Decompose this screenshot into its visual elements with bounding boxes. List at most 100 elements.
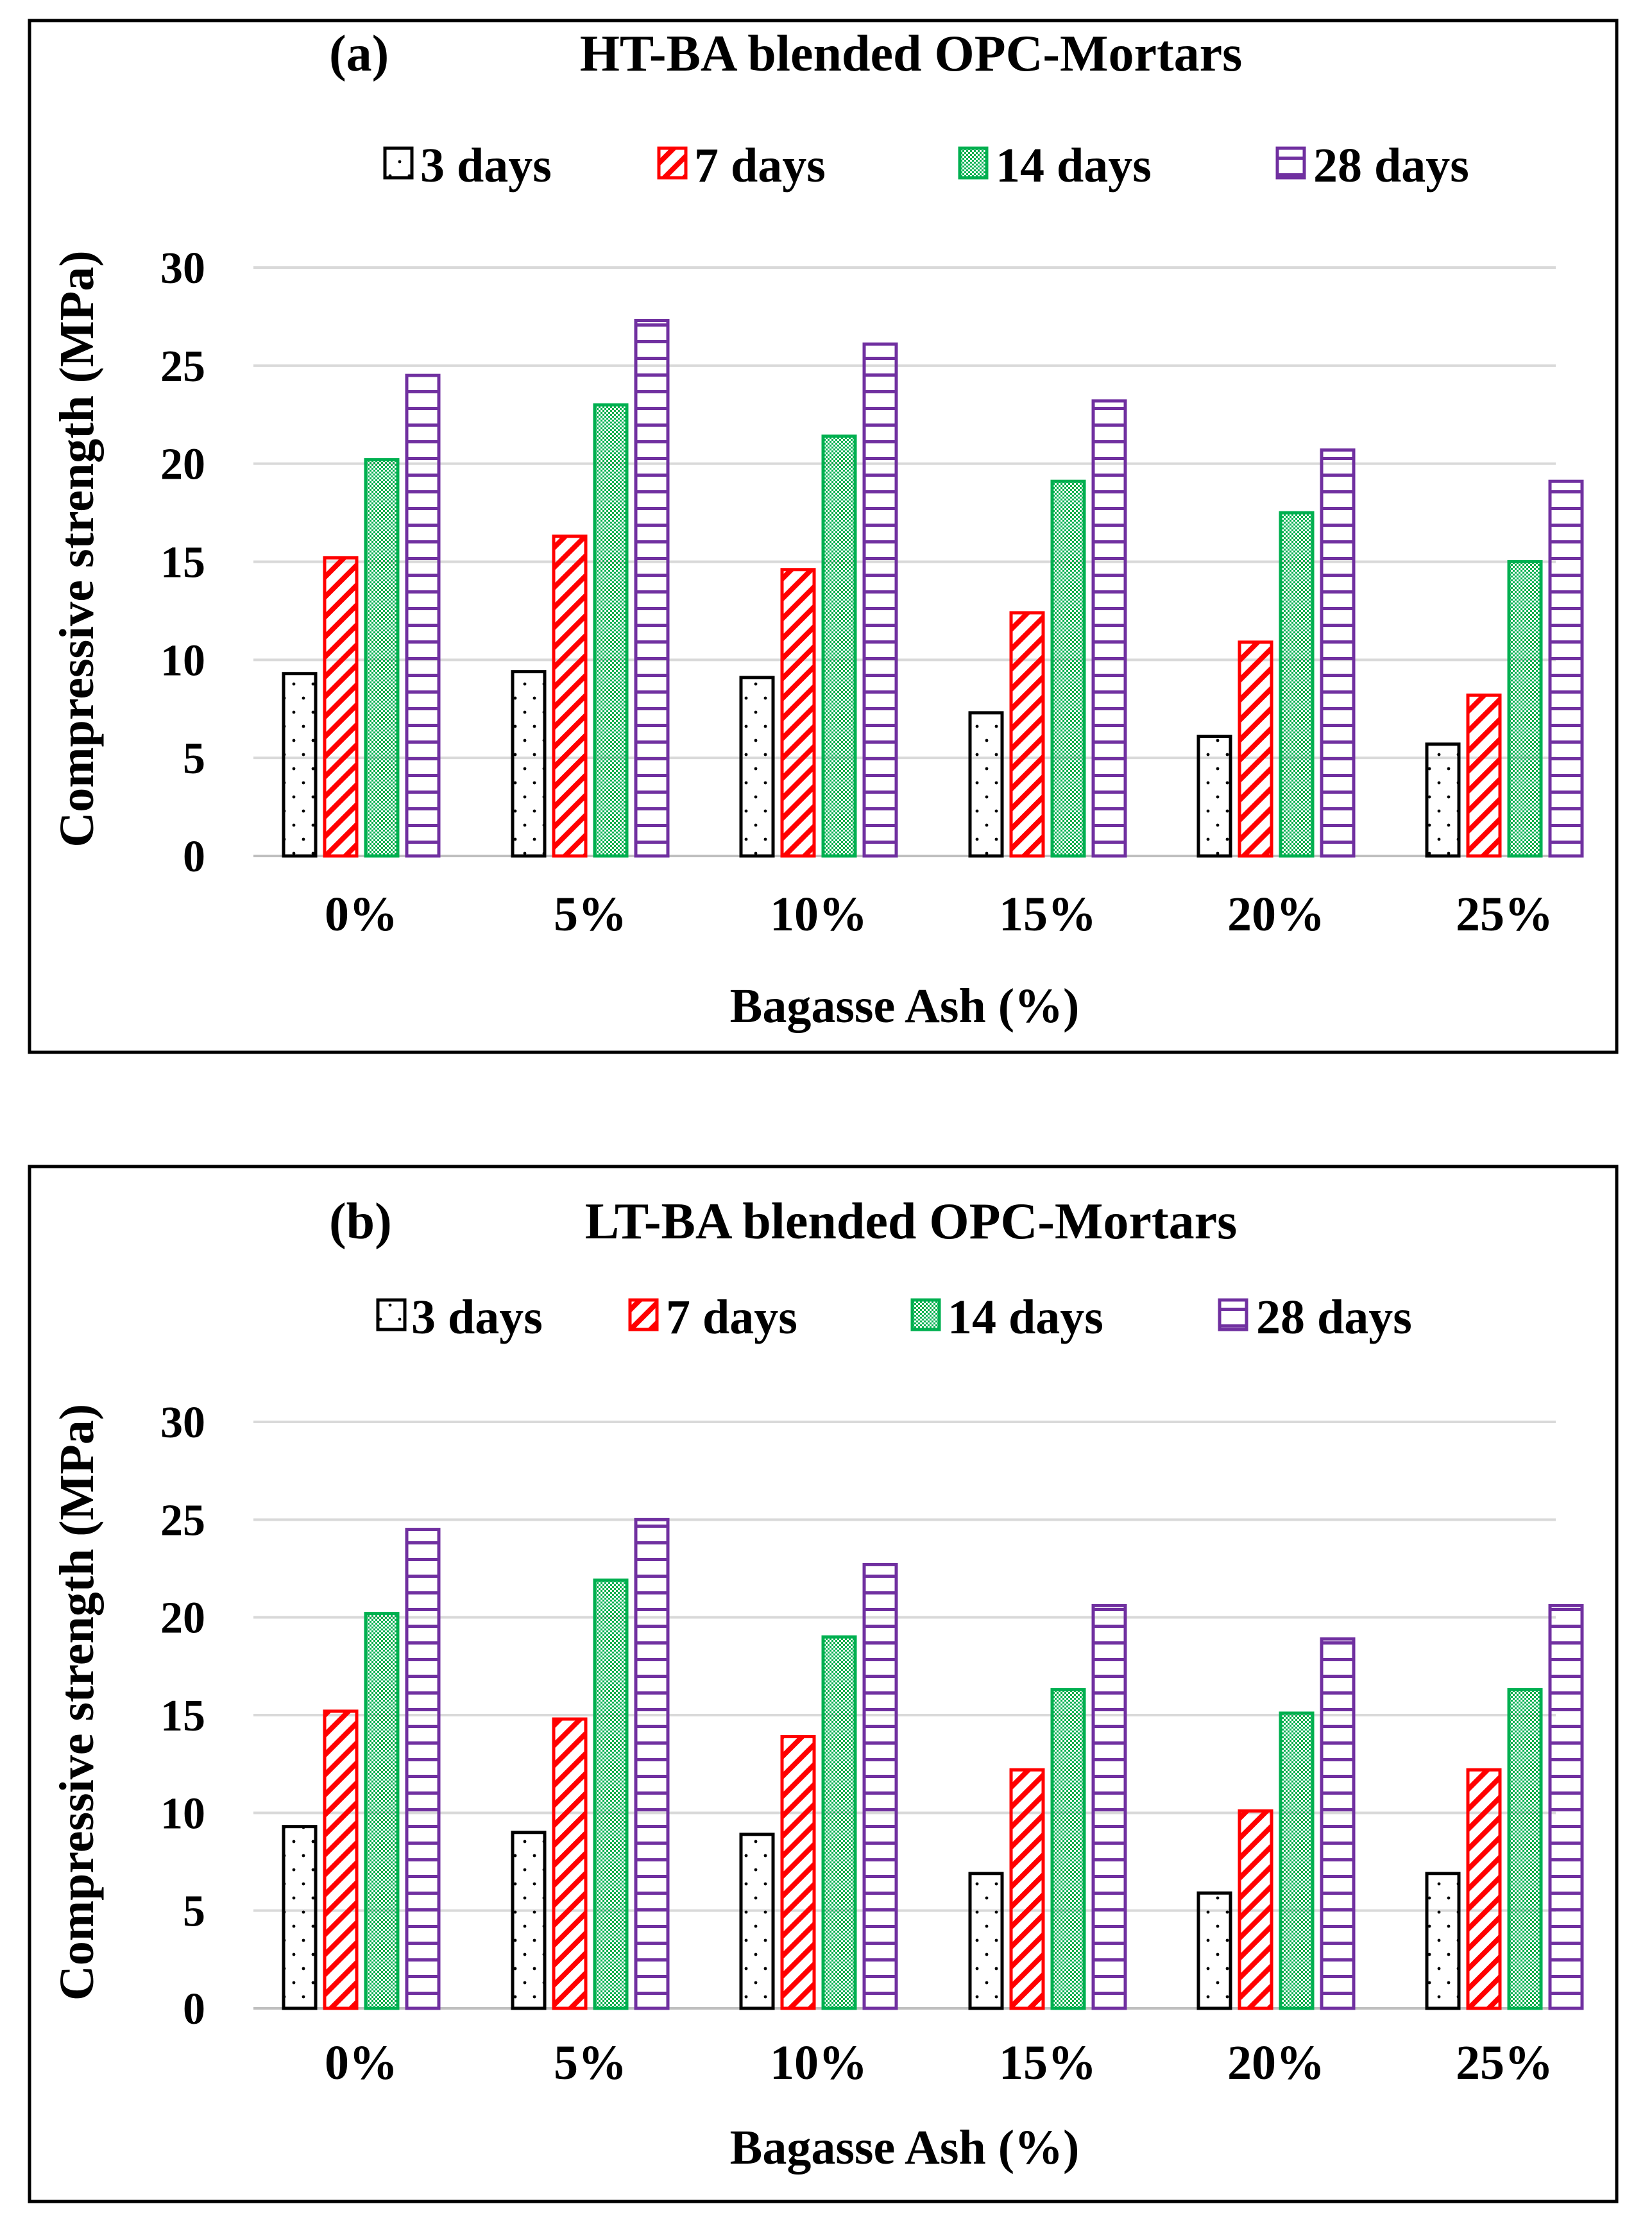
bar-25-7-days [1466, 693, 1502, 858]
bar-0-3-days [282, 672, 318, 858]
bar-10-14-days [821, 1635, 857, 2010]
bar-10-3-days [739, 1833, 775, 2010]
bar-10-14-days [821, 434, 857, 858]
y-tick-label: 5 [183, 734, 205, 783]
y-tick-label: 15 [160, 538, 205, 588]
panel-frame [28, 1165, 1619, 2203]
chart-title: HT-BA blended OPC-Mortars [580, 26, 1243, 82]
legend-swatch-14-days [958, 146, 989, 180]
y-axis-title: Compressive strength (MPa) [50, 1404, 104, 2001]
x-tick-label: 15% [999, 887, 1096, 941]
bar-10-28-days [862, 342, 898, 858]
legend-label-14-days: 14 days [948, 1290, 1103, 1344]
y-tick-label: 10 [160, 636, 205, 685]
legend-label-3-days: 3 days [411, 1290, 543, 1344]
bar-20-7-days [1238, 1809, 1273, 2010]
bar-25-28-days [1548, 1603, 1584, 2010]
bar-0-14-days [364, 1612, 400, 2010]
bar-20-28-days [1320, 448, 1356, 858]
legend-swatch-3-days [376, 1298, 407, 1331]
bar-0-28-days [405, 373, 441, 858]
y-tick-label: 0 [183, 832, 205, 882]
x-tick-label: 10% [770, 887, 867, 941]
y-tick-label: 15 [160, 1691, 205, 1741]
panel-label: (b) [329, 1193, 392, 1250]
bar-20-3-days [1196, 735, 1232, 858]
y-tick-label: 25 [160, 342, 205, 391]
chart-panel-b: (b) LT-BA blended OPC-Mortars 3 days 7 days… [28, 1165, 1619, 2203]
bar-5-28-days [634, 1517, 670, 2010]
y-tick-label: 5 [183, 1887, 205, 1936]
bar-15-28-days [1091, 399, 1127, 858]
bar-25-14-days [1507, 560, 1543, 858]
bar-15-3-days [968, 711, 1004, 858]
x-tick-label: 25% [1456, 887, 1553, 941]
bar-25-14-days [1507, 1688, 1543, 2010]
bar-5-7-days [552, 1717, 588, 2010]
legend-label-14-days: 14 days [996, 139, 1152, 192]
legend-swatch-14-days [910, 1298, 941, 1331]
x-tick-label: 5% [554, 887, 627, 941]
x-tick-label: 0% [325, 2036, 398, 2090]
bar-10-28-days [862, 1562, 898, 2010]
legend-label-7-days: 7 days [666, 1290, 797, 1344]
legend-swatch-28-days [1218, 1298, 1248, 1331]
x-axis-title: Bagasse Ash (%) [730, 979, 1080, 1033]
bar-15-3-days [968, 1872, 1004, 2010]
bar-5-3-days [511, 670, 547, 858]
y-tick-label: 0 [183, 1985, 205, 2034]
x-tick-label: 5% [554, 2036, 627, 2090]
x-axis-title: Bagasse Ash (%) [730, 2121, 1080, 2175]
bar-0-3-days [282, 1825, 318, 2010]
bar-5-7-days [552, 534, 588, 858]
y-tick-label: 20 [160, 440, 205, 490]
bar-15-28-days [1091, 1603, 1127, 2010]
bar-0-7-days [323, 556, 359, 858]
bar-15-14-days [1050, 479, 1086, 858]
bar-20-28-days [1320, 1637, 1356, 2010]
y-tick-label: 20 [160, 1594, 205, 1643]
bar-5-14-days [593, 403, 629, 858]
legend-label-28-days: 28 days [1313, 139, 1469, 192]
bar-0-7-days [323, 1709, 359, 2010]
bar-15-14-days [1050, 1688, 1086, 2010]
legend-label-28-days: 28 days [1256, 1290, 1412, 1344]
chart-panel-a: (a) HT-BA blended OPC-Mortars 3 days 7 days… [28, 19, 1619, 1054]
bar-10-7-days [780, 568, 816, 858]
bar-20-7-days [1238, 640, 1273, 858]
y-tick-label: 30 [160, 1398, 205, 1448]
chart-title: LT-BA blended OPC-Mortars [585, 1193, 1237, 1250]
bar-25-7-days [1466, 1768, 1502, 2010]
x-tick-label: 20% [1227, 887, 1325, 941]
legend-swatch-7-days [657, 146, 688, 180]
legend-swatch-28-days [1275, 146, 1306, 180]
bar-25-3-days [1425, 1872, 1461, 2010]
bar-10-7-days [780, 1735, 816, 2010]
legend-swatch-3-days [383, 146, 414, 180]
legend-swatch-7-days [628, 1298, 659, 1331]
panel-label: (a) [329, 26, 389, 82]
x-tick-label: 10% [770, 2036, 867, 2090]
legend-label-3-days: 3 days [420, 139, 552, 192]
bar-20-14-days [1279, 511, 1315, 858]
bar-5-28-days [634, 319, 670, 858]
panel-frame [28, 19, 1619, 1054]
bar-0-14-days [364, 458, 400, 858]
y-tick-label: 25 [160, 1496, 205, 1545]
bar-15-7-days [1009, 611, 1045, 858]
bar-15-7-days [1009, 1768, 1045, 2010]
y-tick-label: 30 [160, 244, 205, 293]
bar-20-3-days [1196, 1891, 1232, 2010]
bar-0-28-days [405, 1528, 441, 2010]
x-tick-label: 25% [1456, 2036, 1553, 2090]
x-tick-label: 20% [1227, 2036, 1325, 2090]
x-tick-label: 0% [325, 887, 398, 941]
bar-25-28-days [1548, 479, 1584, 858]
legend-label-7-days: 7 days [694, 139, 826, 192]
bar-10-3-days [739, 676, 775, 858]
bar-20-14-days [1279, 1711, 1315, 2010]
y-axis-title: Compressive strength (MPa) [50, 250, 104, 847]
bar-25-3-days [1425, 742, 1461, 858]
bar-5-3-days [511, 1831, 547, 2010]
